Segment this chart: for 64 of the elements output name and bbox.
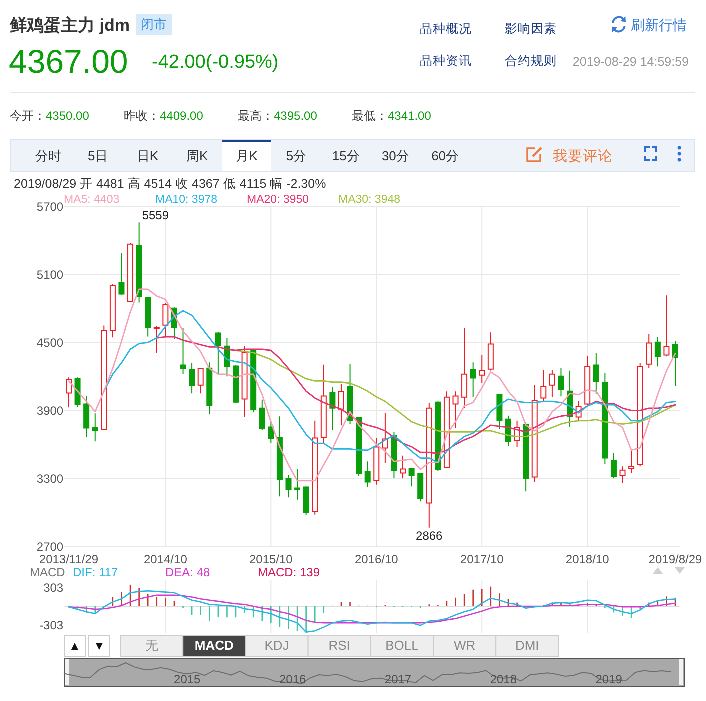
text: MA20: 3950: [247, 194, 310, 206]
y-tick-label: 3900: [36, 404, 64, 418]
annotation: 5559: [142, 208, 170, 223]
x-tick-label: 2019/8/29: [648, 552, 703, 566]
x-tick-label: 2018/10: [566, 552, 610, 566]
text: MACD: 139: [258, 566, 320, 580]
x-tick-label: 2013/11/29: [39, 552, 99, 566]
text: 60分: [432, 148, 460, 164]
x-tick-label: 2018: [490, 672, 518, 686]
text: 品种资讯: [420, 54, 472, 68]
y-tick-label: -303: [40, 618, 64, 632]
x-tick-label: 2016: [279, 672, 306, 686]
text: MACD: [194, 638, 234, 653]
text: KDJ: [264, 638, 290, 653]
text: 闭市: [141, 17, 167, 32]
text: 鲜鸡蛋主力 jdm: [9, 16, 130, 35]
text: DMI: [515, 638, 540, 653]
series-label: DEA: 48: [166, 566, 211, 580]
text: -42.00(-0.95%): [152, 52, 279, 73]
text: 影响因素: [505, 22, 557, 36]
y-tick-label: 5700: [36, 200, 64, 214]
x-tick-label: 2015/10: [249, 552, 294, 566]
text: 今开：4350.00: [10, 109, 90, 123]
text: RSI: [328, 638, 350, 653]
x-tick-label: 2017: [384, 672, 412, 686]
x-tick-label: 2016/10: [354, 552, 399, 566]
text: 最低：4341.00: [352, 109, 432, 123]
text: BOLL: [386, 638, 419, 653]
text: 5分: [286, 148, 307, 164]
text: 昨收：4409.00: [124, 109, 204, 123]
chart-title: MACD: [30, 566, 66, 580]
chart-subtitle: 2019/08/29 开 4481 高 4514 收 4367 低 4115 幅 -2.30%: [14, 176, 326, 191]
text: 最高：4395.00: [238, 109, 318, 123]
text: 4367.00: [9, 43, 128, 80]
text: ▼: [94, 639, 106, 653]
y-tick-label: 2700: [36, 540, 64, 554]
text: 刷新行情: [631, 17, 687, 33]
y-tick-label: 5100: [36, 268, 64, 282]
series-label: DIF: 117: [73, 566, 118, 580]
annotation: 2866: [416, 528, 444, 543]
y-tick-label: 303: [44, 581, 64, 596]
text: MA5: 4403: [64, 194, 120, 206]
text: 2019-08-29 14:59:59: [572, 55, 690, 69]
text: WR: [454, 638, 476, 653]
text: 分时: [36, 148, 62, 164]
text: 合约规则: [505, 54, 557, 68]
text: 日K: [136, 148, 159, 164]
text: MA10: 3978: [156, 194, 218, 206]
text: 无: [145, 638, 158, 653]
x-tick-label: 2015: [174, 672, 202, 686]
text: 周K: [186, 148, 208, 164]
x-tick-label: 2014/10: [144, 552, 188, 566]
text: 5日: [88, 148, 108, 164]
x-tick-label: 2019: [596, 672, 623, 686]
text: 30分: [382, 148, 410, 164]
text: 月K: [236, 148, 258, 164]
text: ▲: [69, 639, 81, 653]
y-tick-label: 3300: [36, 472, 64, 486]
x-tick-label: 2017/10: [460, 552, 504, 566]
text: MA30: 3948: [338, 194, 401, 206]
y-tick-label: 4500: [36, 336, 64, 350]
text: 15分: [332, 148, 360, 164]
text: 品种概况: [420, 22, 472, 36]
text: 我要评论: [553, 148, 613, 165]
